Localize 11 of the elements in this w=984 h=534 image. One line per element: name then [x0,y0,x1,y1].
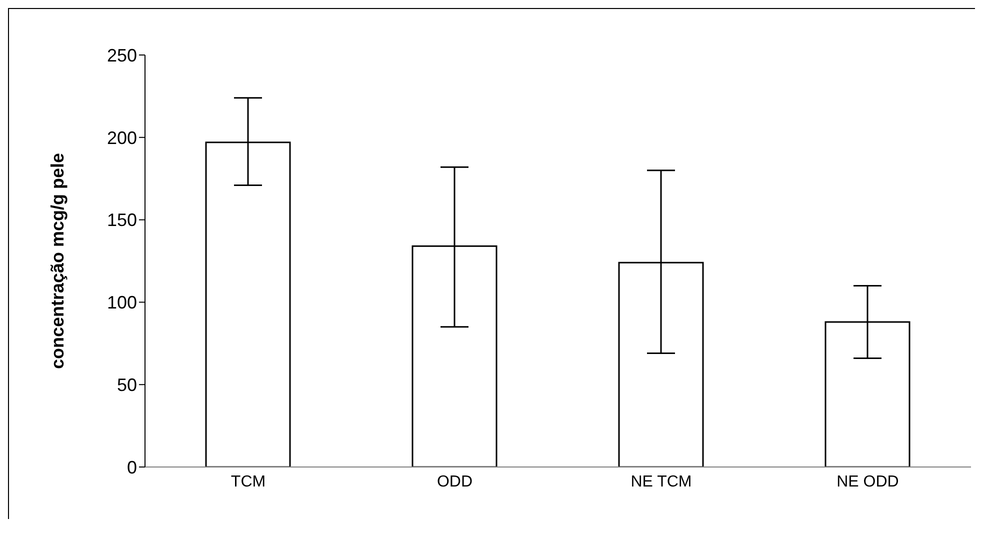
x-tick-label: NE TCM [630,473,692,490]
y-tick-label: 250 [106,45,137,66]
y-tick-label: 0 [126,457,137,478]
y-axis-title: concentração mcg/g pele [47,152,68,370]
x-tick-label: TCM [230,473,266,490]
y-tick-label: 100 [106,292,137,313]
y-tick-label: 50 [116,374,137,395]
x-tick-label: NE ODD [836,473,899,490]
y-tick-label: 150 [106,210,137,230]
y-tick-label: 200 [106,128,137,148]
x-tick-label: ODD [436,473,473,490]
